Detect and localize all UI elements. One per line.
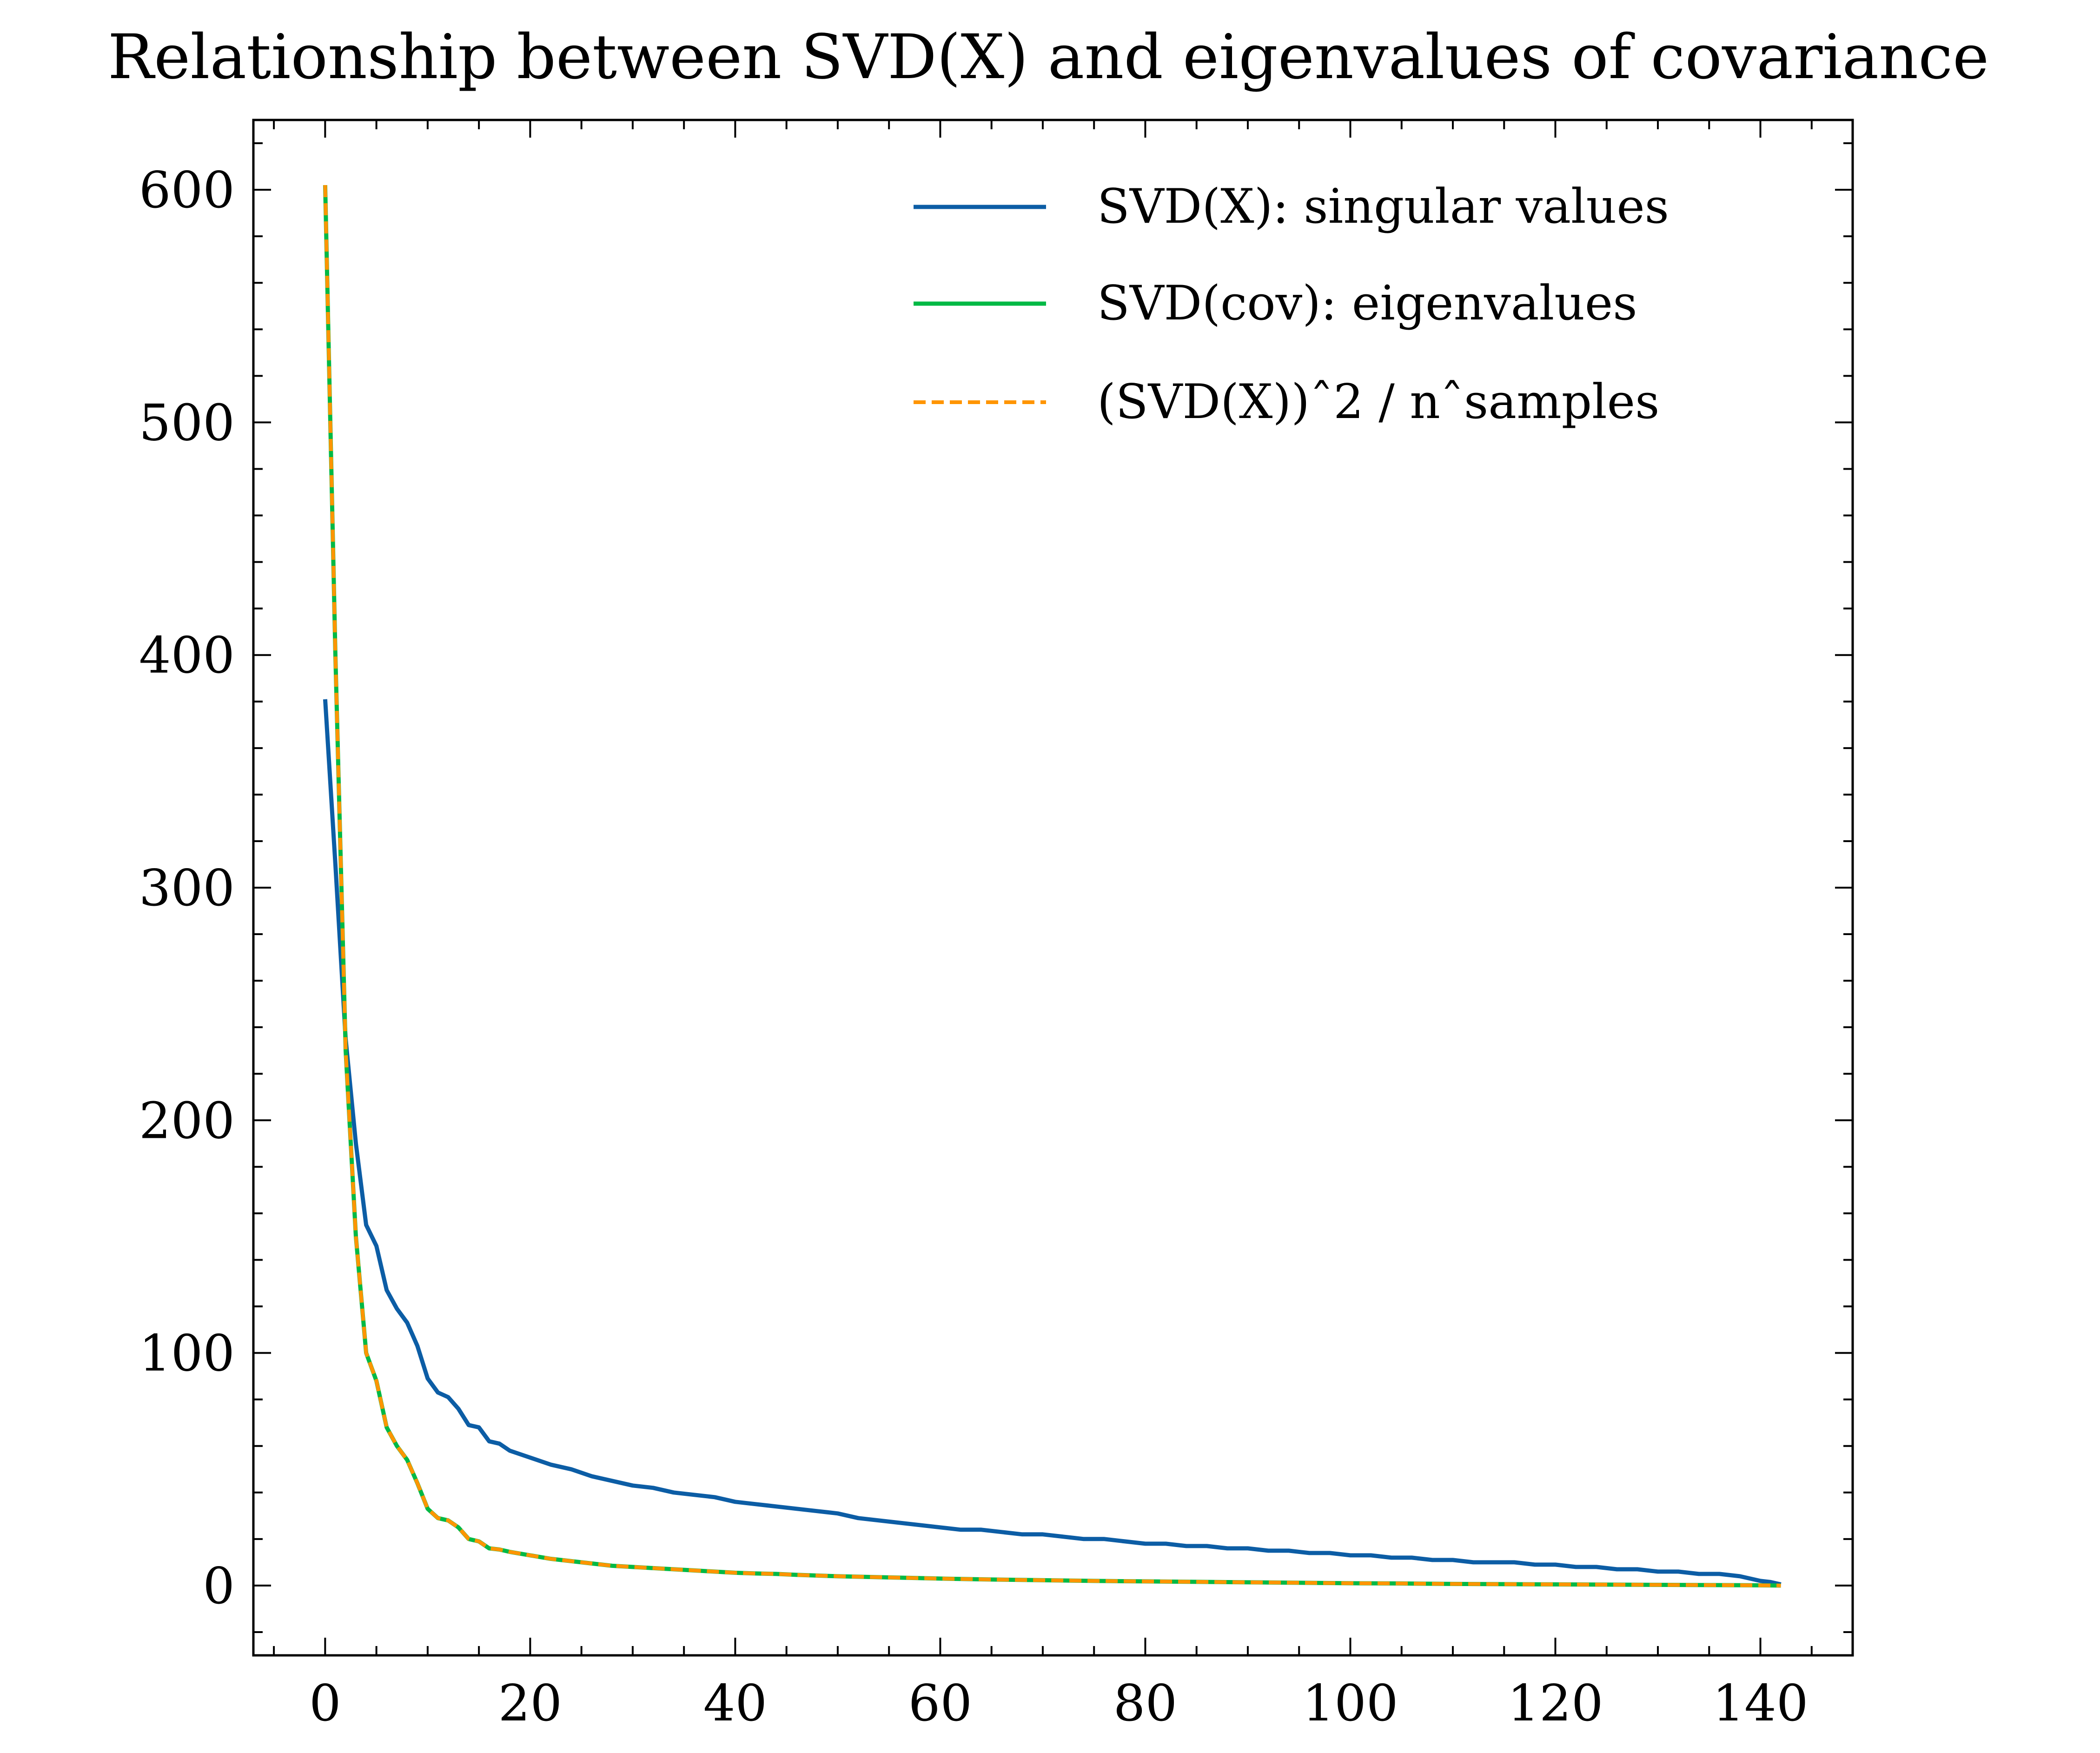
y-tick-label: 300	[139, 859, 235, 917]
series-line-3	[323, 185, 1781, 1587]
legend-label-2: SVD(cov): eigenvalues	[1097, 276, 1637, 331]
legend-label-1: SVD(X): singular values	[1097, 179, 1669, 234]
x-tick-label: 120	[1507, 1674, 1603, 1733]
legend-label-3: (SVD(X))ˆ2 / nˆsamples	[1097, 374, 1659, 430]
ticks-layer: 0 20 40 60 80 100 120 140 0 100 200 300 400 500 600	[139, 120, 1853, 1733]
x-tick-label: 140	[1712, 1674, 1808, 1733]
x-tick-label: 20	[498, 1674, 562, 1733]
x-tick-label: 60	[908, 1674, 972, 1733]
x-tick-label: 40	[703, 1674, 767, 1733]
series-layer	[323, 185, 1782, 1588]
y-tick-label: 500	[139, 394, 235, 452]
y-tick-label: 200	[139, 1092, 235, 1150]
y-tick-label: 400	[139, 627, 235, 685]
series-line-1	[323, 699, 1782, 1587]
x-tick-label: 100	[1302, 1674, 1398, 1733]
chart-title: Relationship between SVD(X) and eigenval…	[108, 21, 1989, 93]
plot-frame	[252, 119, 1854, 1657]
x-tick-label: 0	[309, 1674, 341, 1733]
legend: SVD(X): singular values SVD(cov): eigenva…	[914, 179, 1669, 430]
y-tick-label: 0	[203, 1557, 235, 1615]
y-tick-label: 100	[139, 1325, 235, 1383]
x-tick-label: 80	[1113, 1674, 1177, 1733]
y-tick-label: 600	[139, 161, 235, 219]
